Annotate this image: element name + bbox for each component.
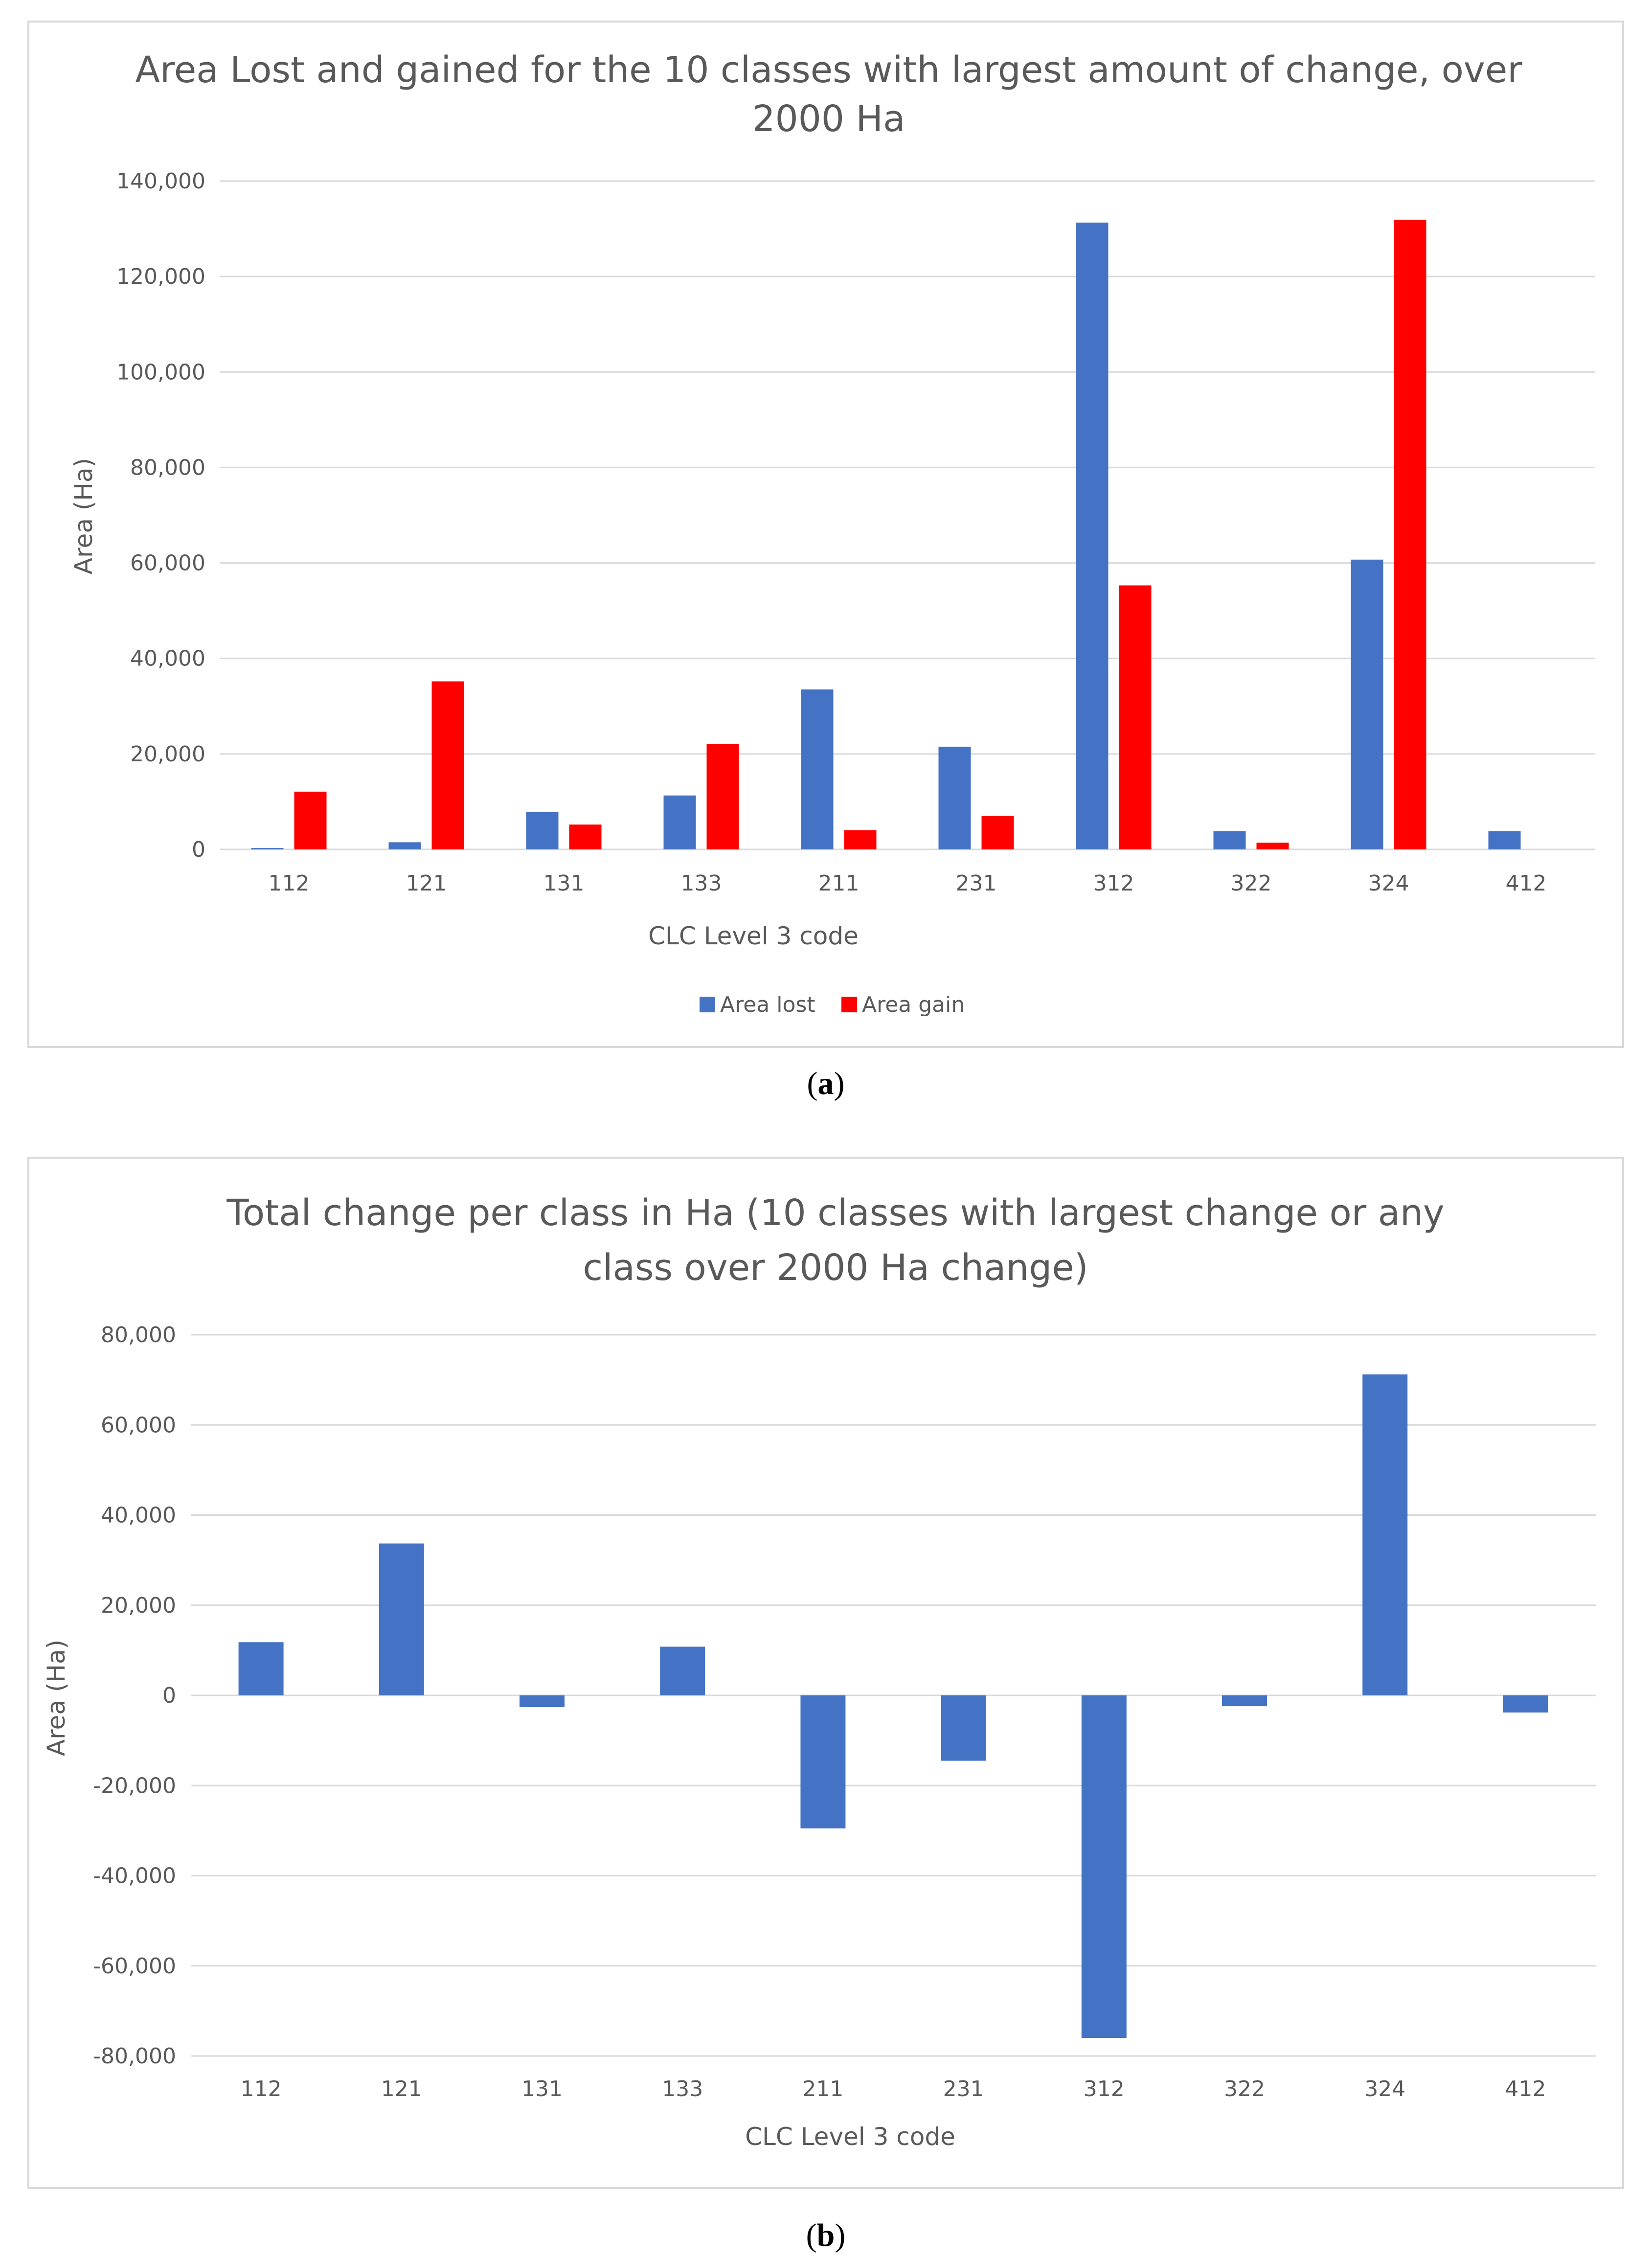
a-y-tick-label: 80,000 bbox=[130, 455, 205, 480]
a-y-tick-label: 20,000 bbox=[130, 742, 205, 767]
legend-swatch-area-gain bbox=[841, 997, 857, 1012]
caption-b: (b) bbox=[806, 2217, 846, 2253]
a-bar-area-gain-121 bbox=[431, 681, 464, 849]
chart-a-title-line-1: Area Lost and gained for the 10 classes … bbox=[135, 49, 1522, 91]
caption-a: (a) bbox=[807, 1066, 845, 1101]
caption-b-close: ) bbox=[835, 2217, 845, 2253]
legend-label-area-gain: Area gain bbox=[862, 992, 965, 1017]
caption-a-letter: a bbox=[818, 1066, 834, 1101]
chart-b-y-tick-labels: -80,000 -60,000 -40,000 -20,000 0 20,000 40,00… bbox=[93, 1323, 176, 2069]
a-x-tick-label: 131 bbox=[543, 871, 585, 896]
b-y-tick-label: 0 bbox=[162, 1683, 176, 1708]
chart-b-x-tick-labels: 112 121 131 133 211 231 312 322 324 412 bbox=[241, 2077, 1546, 2101]
b-x-tick-label: 324 bbox=[1364, 2077, 1405, 2101]
a-y-tick-label: 120,000 bbox=[116, 264, 205, 289]
b-bar-total-change-121 bbox=[379, 1543, 424, 1695]
b-x-tick-label: 121 bbox=[381, 2077, 422, 2101]
b-x-tick-label: 112 bbox=[241, 2077, 282, 2101]
a-bar-area-lost-131 bbox=[526, 812, 559, 849]
a-bar-area-lost-412 bbox=[1488, 831, 1521, 849]
a-y-tick-label: 100,000 bbox=[116, 360, 205, 385]
a-bar-area-gain-312 bbox=[1119, 585, 1152, 849]
b-x-tick-label: 322 bbox=[1224, 2077, 1265, 2101]
chart-b-title-line-2: class over 2000 Ha change) bbox=[583, 1247, 1088, 1289]
chart-a-legend: Area lost Area gain bbox=[700, 992, 965, 1017]
a-bar-area-gain-211 bbox=[844, 830, 877, 849]
b-y-tick-label: -40,000 bbox=[93, 1864, 176, 1889]
a-bar-area-gain-133 bbox=[706, 744, 739, 849]
b-bar-total-change-112 bbox=[238, 1642, 284, 1695]
a-bar-area-gain-324 bbox=[1394, 220, 1426, 850]
a-bar-area-lost-121 bbox=[388, 842, 421, 849]
caption-a-close: ) bbox=[834, 1066, 845, 1101]
a-y-tick-label: 0 bbox=[192, 837, 205, 862]
a-x-tick-label: 312 bbox=[1093, 871, 1134, 896]
b-bar-total-change-231 bbox=[941, 1695, 986, 1761]
b-x-tick-label: 231 bbox=[943, 2077, 984, 2101]
chart-a-x-axis-title: CLC Level 3 code bbox=[648, 922, 859, 950]
chart-a-title-line-2: 2000 Ha bbox=[752, 98, 905, 140]
a-x-tick-label: 412 bbox=[1506, 871, 1547, 896]
b-x-tick-label: 412 bbox=[1505, 2077, 1546, 2101]
b-y-tick-label: 40,000 bbox=[101, 1503, 176, 1528]
chart-b-y-axis-title: Area (Ha) bbox=[42, 1640, 70, 1756]
a-x-tick-label: 211 bbox=[818, 871, 860, 896]
a-bar-area-lost-312 bbox=[1076, 222, 1109, 849]
b-x-tick-label: 312 bbox=[1084, 2077, 1125, 2101]
b-bar-total-change-322 bbox=[1222, 1695, 1267, 1707]
chart-a: Area Lost and gained for the 10 classes … bbox=[27, 21, 1624, 1048]
chart-a-bars bbox=[251, 220, 1521, 850]
chart-b-frame bbox=[27, 1157, 1624, 2189]
a-bar-area-lost-322 bbox=[1213, 831, 1246, 849]
a-y-tick-label: 60,000 bbox=[130, 551, 205, 576]
chart-a-y-axis-title: Area (Ha) bbox=[69, 458, 98, 574]
b-bar-total-change-131 bbox=[520, 1695, 565, 1707]
a-x-tick-label: 324 bbox=[1368, 871, 1409, 896]
b-y-tick-label: -80,000 bbox=[93, 2044, 176, 2069]
a-bar-area-gain-231 bbox=[981, 816, 1014, 849]
b-bar-total-change-211 bbox=[800, 1695, 846, 1828]
caption-b-letter: b bbox=[817, 2217, 835, 2253]
chart-b-title-line-1: Total change per class in Ha (10 classes… bbox=[226, 1192, 1444, 1234]
b-x-tick-label: 133 bbox=[662, 2077, 703, 2101]
a-bar-area-gain-322 bbox=[1256, 843, 1289, 849]
a-x-tick-label: 322 bbox=[1231, 871, 1272, 896]
a-y-tick-label: 40,000 bbox=[130, 646, 205, 671]
a-bar-area-gain-112 bbox=[294, 791, 327, 849]
a-x-tick-label: 121 bbox=[406, 871, 447, 896]
a-x-tick-label: 231 bbox=[956, 871, 997, 896]
a-x-tick-label: 133 bbox=[681, 871, 722, 896]
b-bar-total-change-133 bbox=[660, 1646, 705, 1695]
chart-a-y-tick-labels: 0 20,000 40,000 60,000 80,000 100,000 120,000 1… bbox=[116, 169, 205, 862]
legend-label-area-lost: Area lost bbox=[720, 992, 815, 1017]
chart-a-frame bbox=[27, 21, 1624, 1048]
caption-a-open: ( bbox=[807, 1066, 818, 1101]
b-y-tick-label: 20,000 bbox=[101, 1593, 176, 1618]
b-y-tick-label: 80,000 bbox=[101, 1323, 176, 1347]
a-bar-area-gain-131 bbox=[569, 824, 602, 849]
b-bar-total-change-412 bbox=[1503, 1695, 1548, 1713]
a-bar-area-lost-133 bbox=[663, 795, 696, 849]
b-y-tick-label: -20,000 bbox=[93, 1773, 176, 1798]
a-y-tick-label: 140,000 bbox=[116, 169, 205, 194]
a-bar-area-lost-112 bbox=[251, 848, 284, 849]
b-y-tick-label: -60,000 bbox=[93, 1954, 176, 1979]
b-bar-total-change-312 bbox=[1081, 1695, 1127, 2038]
b-x-tick-label: 131 bbox=[521, 2077, 563, 2101]
chart-b-x-axis-title: CLC Level 3 code bbox=[745, 2123, 955, 2151]
a-bar-area-lost-211 bbox=[801, 689, 834, 849]
a-bar-area-lost-231 bbox=[938, 747, 971, 849]
a-x-tick-label: 112 bbox=[269, 871, 310, 896]
b-y-tick-label: 60,000 bbox=[101, 1413, 176, 1438]
a-bar-area-lost-324 bbox=[1351, 559, 1383, 849]
b-x-tick-label: 211 bbox=[802, 2077, 843, 2101]
legend-swatch-area-lost bbox=[700, 997, 715, 1012]
caption-b-open: ( bbox=[806, 2217, 817, 2253]
chart-b-bars bbox=[238, 1374, 1548, 2038]
chart-b-gridlines bbox=[191, 1334, 1596, 2057]
b-bar-total-change-324 bbox=[1362, 1374, 1408, 1695]
chart-b: Total change per class in Ha (10 classes… bbox=[27, 1157, 1624, 2189]
chart-a-x-tick-labels: 112 121 131 133 211 231 312 322 324 412 bbox=[269, 871, 1547, 896]
